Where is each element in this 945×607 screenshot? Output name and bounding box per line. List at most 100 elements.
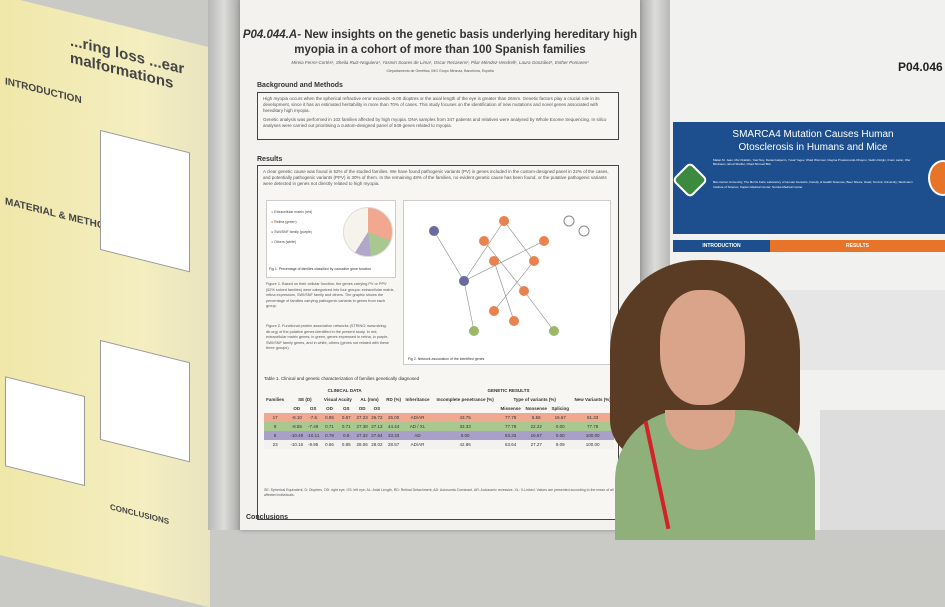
network-graph: [429, 215, 590, 336]
table-cell: 27.27: [530, 442, 542, 447]
th-inheritance: Inheritance: [405, 397, 430, 402]
right-poster-code: P04.046: [898, 60, 943, 74]
figure-1-legend: ● Extracellular matrix (red) ● Retina (g…: [271, 207, 312, 247]
table-cell: 0.71: [325, 424, 334, 429]
table-cell: 0.87: [341, 415, 351, 420]
right-intro-heading: INTRODUCTION: [673, 240, 770, 252]
background-heading: Background and Methods: [257, 82, 343, 89]
figure-1-caption: Fig 1. Percentage of families classified…: [269, 267, 372, 271]
right-poster-affiliations: Ben-Gurion University, The Morris Kahn L…: [713, 180, 913, 189]
table-cell: 0.00: [555, 424, 565, 429]
poster-authors: Mireia Ferrer-Cortès¹, Sheila Ruiz-Nogui…: [291, 60, 589, 65]
table-cell: 0.78: [325, 433, 334, 438]
figure-1-text: Figure 1. Based on their cellular functi…: [266, 282, 395, 308]
figure-2-text: Figure 2. Functional protein association…: [266, 324, 390, 350]
table-cell: 100.00: [585, 433, 600, 438]
poster-title-text: New insights on the genetic basis underl…: [294, 29, 638, 56]
left-figure-2: [5, 376, 85, 487]
table-cell: 0.00: [555, 433, 565, 438]
th-al: AL (mm): [360, 397, 379, 402]
table-cell: 77.78: [505, 424, 517, 429]
face: [660, 290, 745, 405]
th-rd: RD (%): [386, 397, 402, 402]
figure-2-caption: Fig 2. Network association of the identi…: [408, 357, 485, 361]
table-cell: 27.64: [371, 433, 383, 438]
table-cell: AD/AR: [410, 415, 425, 420]
table-cell: 28.57: [388, 442, 400, 447]
legend-swisnf: ● SWI/SNF family (purple): [271, 230, 312, 234]
background-p1: High myopia occurs when the spherical re…: [263, 96, 600, 113]
table-cell: 23: [272, 442, 278, 447]
table-cell: 9.09: [555, 442, 565, 447]
left-section-conclusions: CONCLUSIONS: [110, 502, 170, 527]
group-genetic: GENETIC RESULTS: [487, 388, 530, 393]
table-cell: 6: [273, 433, 277, 438]
table-cell: 16.67: [554, 415, 566, 420]
table-cell: 0.95: [325, 415, 334, 420]
poster-affiliation: ¹Departamento de Genética, IMO Grupo Mir…: [386, 69, 494, 73]
table-cell: -8.55: [291, 424, 302, 429]
table-cell: 44.44: [388, 424, 400, 429]
table-cell: 0.85: [341, 442, 351, 447]
right-poster-authors: Matan M. Jean, Mor Drabkin, Yael Noy, Da…: [713, 158, 911, 166]
background-box: High myopia occurs when the spherical re…: [257, 92, 619, 140]
table-cell: -9.95: [307, 442, 319, 447]
table-cell: 33.33: [459, 424, 471, 429]
right-poster: P04.046 SMARCA4 Mutation Causes Human Ot…: [670, 0, 945, 530]
table-cell: 0.00: [460, 433, 470, 438]
table-cell: 0.66: [325, 442, 334, 447]
university-logo-icon: [671, 161, 709, 199]
table-cell: 25.00: [388, 415, 400, 420]
institution-logo-icon: [928, 160, 945, 196]
left-poster: ...ring loss ...ear malformations INTROD…: [0, 0, 210, 607]
left-figure: [100, 339, 190, 463]
th-families: Families: [266, 397, 285, 402]
poster-title: P04.044.A- New insights on the genetic b…: [240, 28, 640, 58]
table-cell: 22.22: [530, 424, 542, 429]
table-cell: 100.00: [585, 442, 600, 447]
table-cell: 27.13: [371, 424, 383, 429]
table-cell: 27.23: [356, 415, 368, 420]
table-cell: 27.32: [356, 433, 368, 438]
table-cell: 33.33: [388, 433, 400, 438]
results-heading: Results: [257, 156, 283, 163]
th-variants: Type of variants (%): [513, 397, 556, 402]
table-cell: 17: [272, 415, 278, 420]
table-cell: 63.64: [505, 442, 517, 447]
table-cell: 26.72: [371, 415, 383, 420]
table-cell: -10.11: [306, 433, 320, 438]
table-cell: -10.16: [290, 442, 304, 447]
right-poster-title: SMARCA4 Mutation Causes Human Otoscleros…: [732, 129, 894, 153]
table-row: 6 -10.49 -10.11 0.78 0.8 27.32 27.64 33.33 AD 0.0…: [264, 431, 614, 440]
th-se: SE (D): [298, 397, 312, 402]
table-caption: Table 1. Clinical and genetic characteri…: [264, 376, 420, 381]
table-row: 17 -8.10 -7.6 0.95 0.87 27.23 26.72 25.00 AD/AR 4…: [264, 413, 614, 422]
table-row: 9 -8.55 -7.49 0.71 0.71 27.38 27.13 44.44 AD / X…: [264, 422, 614, 431]
group-clinical: CLINICAL DATA: [327, 388, 362, 393]
left-table: [100, 129, 190, 273]
figure-1: ● Extracellular matrix (red) ● Retina (g…: [266, 200, 396, 278]
table-cell: AD: [414, 433, 421, 438]
table-cell: -8.10: [291, 415, 302, 420]
table-cell: 0.71: [341, 424, 351, 429]
left-poster-title: ...ring loss ...ear malformations: [70, 32, 185, 93]
th-new-variants: New Variants (%): [574, 397, 611, 402]
table-cell: AD / XL: [409, 424, 426, 429]
results-table: CLINICAL DATA GENETIC RESULTS Families SE…: [264, 386, 614, 449]
table-row: 23 -10.16 -9.95 0.66 0.85 28.06 28.02 28.57 AD/A…: [264, 440, 614, 449]
table-cell: 16.67: [530, 433, 542, 438]
background-p2: Genetic analysis was performed in 102 fa…: [263, 117, 607, 128]
table-cell: 83.33: [505, 433, 517, 438]
table-cell: -7.49: [307, 424, 319, 429]
pie-chart: [343, 207, 393, 257]
table-cell: -10.49: [290, 433, 304, 438]
legend-ecm: ● Extracellular matrix (red): [271, 210, 313, 214]
center-poster: P04.044.A- New insights on the genetic b…: [240, 0, 640, 530]
table-cell: 43.75: [459, 415, 471, 420]
table-cell: 5.56: [531, 415, 541, 420]
legend-retina: ● Retina (green): [271, 220, 297, 224]
results-box: A clear genetic cause was found in 52% o…: [257, 165, 619, 520]
table-cell: 81.33: [586, 415, 599, 420]
table-cell: 27.38: [356, 424, 368, 429]
right-poster-banner: SMARCA4 Mutation Causes Human Otoscleros…: [671, 122, 945, 234]
